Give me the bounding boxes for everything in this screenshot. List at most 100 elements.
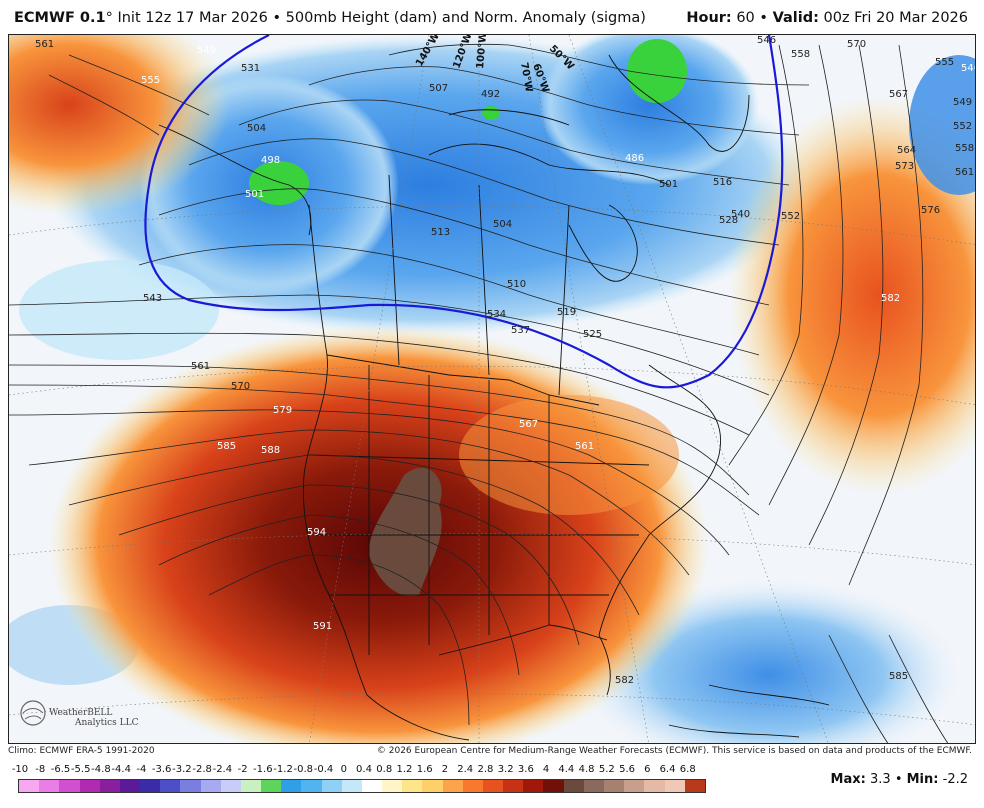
scale-swatch xyxy=(301,780,322,792)
contour-label: 510 xyxy=(507,279,526,290)
min-value: -2.2 xyxy=(942,772,968,787)
caribbean xyxy=(668,684,830,738)
negative-anomaly-far-northeast xyxy=(909,55,975,195)
valid-value: 00z Fri 20 Mar 2026 xyxy=(823,10,968,26)
scale-tick-label: 5.6 xyxy=(619,764,635,775)
hour-value: 60 xyxy=(736,10,755,26)
strong-negative-greenland xyxy=(627,39,687,103)
max-label: Max: xyxy=(830,772,866,787)
east-coast xyxy=(598,364,721,696)
scale-tick-label: 2 xyxy=(441,764,449,775)
positive-anomaly-nw-pacific xyxy=(9,35,229,215)
product-name: 500mb Height (dam) and Norm. Anomaly (si… xyxy=(285,10,646,26)
contour-label: 570 xyxy=(847,39,866,50)
scale-swatch xyxy=(382,780,403,792)
state-lines-1 xyxy=(368,365,550,655)
contour-label: 528 xyxy=(719,215,738,226)
weather-map[interactable]: 140°W 120°W 100°W 70°W 60°W 50°W 561 549… xyxy=(8,34,976,744)
scale-tick-label: -4.8 xyxy=(91,764,111,775)
scale-tick-label: -8 xyxy=(35,764,46,775)
height-contours xyxy=(9,43,949,743)
scale-tick-label: -5.5 xyxy=(70,764,91,775)
scale-swatch xyxy=(240,780,262,792)
positive-anomaly-northeast xyxy=(459,395,679,515)
scale-tick-label: -0.8 xyxy=(293,764,314,775)
header: ECMWF 0.1° Init 12z 17 Mar 2026 • 500mb … xyxy=(0,0,984,34)
scale-tick-label: 2.8 xyxy=(477,764,494,775)
scale-tick-label: 1.2 xyxy=(396,764,413,775)
positive-anomaly-atlantic xyxy=(729,95,975,495)
arctic-islands xyxy=(428,109,670,186)
scale-swatch xyxy=(684,780,705,792)
strong-negative-alaska xyxy=(249,161,309,205)
scale-swatch xyxy=(462,780,483,792)
contour-540-dam xyxy=(144,35,784,389)
negative-anomaly-pacific xyxy=(19,260,219,360)
scale-tick-label: 4 xyxy=(542,764,550,775)
scale-swatch xyxy=(39,780,60,792)
contour-label: 504 xyxy=(247,123,266,134)
contour-label: 585 xyxy=(217,441,236,452)
contour-label: 507 xyxy=(429,83,448,94)
valid-time-info: Hour: 60 • Valid: 00z Fri 20 Mar 2026 xyxy=(686,10,968,26)
contour-label: 552 xyxy=(781,211,800,222)
scale-tick-label: -4.4 xyxy=(111,764,131,775)
contour-label: 492 xyxy=(481,89,500,100)
anomaly-shading xyxy=(9,35,975,743)
degree-symbol: ° xyxy=(105,10,113,26)
graticule xyxy=(9,35,975,743)
contour-label: 561 xyxy=(191,361,210,372)
scale-swatch xyxy=(523,780,544,792)
contour-label: 588 xyxy=(261,445,280,456)
scale-swatch xyxy=(281,780,302,792)
weatherbell-logo: WeatherBELL Analytics LLC xyxy=(20,700,139,728)
contour-label: 504 xyxy=(493,219,512,230)
contour-label: 549 xyxy=(197,45,216,56)
scale-swatch xyxy=(180,780,201,792)
scale-swatch xyxy=(361,780,383,792)
contour-label: 513 xyxy=(431,227,450,238)
contour-label: 540 xyxy=(731,209,750,220)
min-label: Min: xyxy=(906,772,939,787)
svg-text:Analytics LLC: Analytics LLC xyxy=(74,718,139,728)
scale-tick-label: 6.8 xyxy=(679,764,696,775)
valid-separator: • xyxy=(759,10,768,26)
color-scale-legend: -10 -8 -6.5 -5.5 -4.8 -4.4 -4 -3.6 -3.2 -2.8 -2.4-… xyxy=(12,764,712,804)
west-coast xyxy=(302,204,368,696)
scale-swatch xyxy=(563,780,584,792)
contour-label: 585 xyxy=(889,671,908,682)
contour-label: 561 xyxy=(35,39,54,50)
scale-tick-label: 2.4 xyxy=(457,764,474,775)
scale-swatch xyxy=(140,780,161,792)
lon-label-70w: 70°W xyxy=(518,62,534,93)
contour-label: 543 xyxy=(143,293,162,304)
contour-label: 573 xyxy=(895,161,914,172)
scale-tick-label: 6 xyxy=(644,764,651,775)
scale-swatch xyxy=(543,780,564,792)
mexico-coast xyxy=(366,694,470,741)
max-min-readout: Max: 3.3 • Min: -2.2 xyxy=(831,772,968,787)
title-separator: • xyxy=(272,10,282,26)
contour-label: 561 xyxy=(955,167,974,178)
hour-label: Hour: xyxy=(686,10,732,26)
contour-label: 486 xyxy=(625,153,644,164)
scale-swatch xyxy=(220,780,241,792)
contour-label: 564 xyxy=(897,145,916,156)
contour-label: 546 xyxy=(757,35,776,46)
climo-note: Climo: ECMWF ERA-5 1991-2020 xyxy=(8,746,155,756)
scale-swatch xyxy=(119,780,141,792)
scale-tick-label: -2.4 xyxy=(212,764,233,775)
contour-label: 501 xyxy=(659,179,678,190)
scale-swatch xyxy=(79,780,100,792)
contour-label: 582 xyxy=(881,293,900,304)
scale-swatch xyxy=(603,780,625,792)
max-value: 3.3 xyxy=(869,772,891,787)
contour-label: 498 xyxy=(261,155,280,166)
contour-labels: 561 549 555 531 504 501 498 507 492 486 … xyxy=(35,35,975,686)
contour-label: 525 xyxy=(583,329,602,340)
scale-swatch xyxy=(482,780,504,792)
scale-tick-label: 4.4 xyxy=(558,764,575,775)
scale-tick-label: -1.6 xyxy=(253,764,273,775)
contour-label: 576 xyxy=(921,205,940,216)
scale-tick-label: 0 xyxy=(340,764,347,775)
